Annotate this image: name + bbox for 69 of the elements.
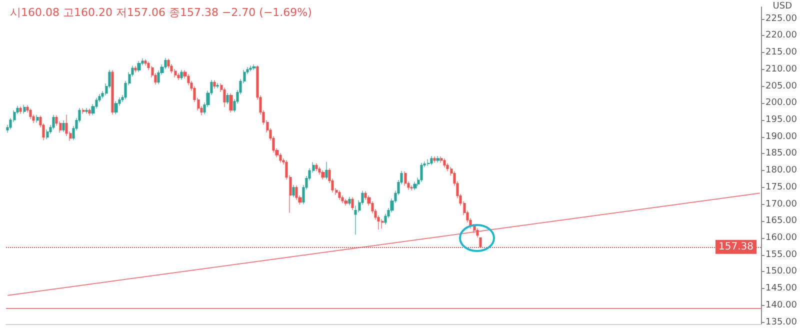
candlestick — [29, 108, 32, 120]
candlestick — [325, 161, 328, 180]
candlestick — [226, 92, 229, 104]
y-tick-label: 220.00 — [766, 30, 798, 41]
y-tick-label: 185.00 — [766, 148, 798, 159]
candlestick — [46, 129, 49, 140]
y-tick-label: 145.00 — [766, 284, 798, 294]
candlestick — [223, 87, 226, 108]
candlestick — [229, 93, 233, 113]
candlestick — [338, 190, 341, 200]
candlestick — [144, 58, 147, 66]
candlestick — [180, 69, 183, 80]
candlestick — [351, 196, 354, 210]
y-tick-label: 160.00 — [766, 233, 798, 244]
candlestick — [213, 80, 216, 89]
candlestick — [19, 106, 22, 114]
candlestick — [279, 152, 282, 164]
candlestick — [62, 120, 65, 132]
y-tick-label: 175.00 — [766, 182, 798, 192]
candlestick — [216, 82, 219, 89]
candlestick — [427, 158, 430, 166]
ref-line-label: 157.38 — [718, 241, 754, 252]
candlestick — [321, 170, 325, 180]
candlestick — [249, 65, 252, 72]
candlestick — [85, 108, 88, 114]
y-tick-label: 195.00 — [766, 114, 798, 125]
y-tick-label: 210.00 — [766, 64, 798, 74]
candlestick — [413, 181, 417, 190]
y-tick-label: 165.00 — [766, 216, 798, 226]
y-tick-label: 140.00 — [766, 300, 798, 310]
candlestick — [52, 114, 55, 130]
candlestick — [344, 198, 348, 206]
candlestick — [114, 100, 118, 115]
y-tick-label: 205.00 — [766, 81, 798, 92]
candlestick — [88, 108, 91, 116]
candlestick — [446, 162, 449, 172]
candlestick — [420, 162, 423, 182]
y-tick-label: 155.00 — [766, 250, 798, 260]
y-tick-label: 150.00 — [766, 266, 798, 277]
y-tick-label: 190.00 — [766, 132, 798, 142]
candlestick — [252, 64, 256, 70]
candlestick — [23, 104, 26, 114]
y-tick-label: 200.00 — [766, 98, 798, 108]
candlestick — [292, 184, 295, 198]
candlestick — [410, 185, 413, 191]
candlestick — [381, 218, 384, 229]
candlestick — [433, 156, 436, 164]
candlestick — [137, 60, 141, 72]
candlestick — [348, 196, 351, 206]
y-tick-label: 170.00 — [766, 199, 798, 210]
candlestick — [315, 162, 318, 172]
candlestick — [440, 156, 443, 164]
candlestick — [111, 70, 114, 115]
annotation: 시160.08 고160.20 저157.06 종157.38 −2.70 (−1.69%) — [10, 6, 312, 19]
candlestick — [295, 185, 298, 200]
y-tick-label: 215.00 — [766, 48, 798, 58]
candlestick — [443, 158, 446, 168]
candlestick — [82, 108, 85, 114]
y-tick-label: 180.00 — [766, 166, 798, 176]
candlestick — [430, 156, 433, 166]
candlestick — [476, 228, 479, 238]
candlestick — [36, 114, 39, 123]
candlestick — [177, 72, 180, 80]
y-tick-label: 135.00 — [766, 317, 798, 328]
candlestick — [134, 66, 137, 73]
y-axis-title: USD — [772, 2, 792, 12]
y-tick-label: 225.00 — [766, 14, 798, 24]
candlestick — [436, 156, 440, 163]
candlestick — [404, 170, 407, 186]
